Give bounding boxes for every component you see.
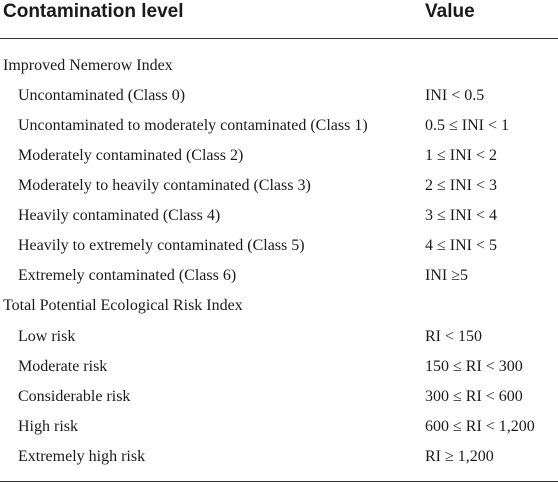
row-value: RI < 150: [425, 328, 483, 345]
section-row-improved-nemerow-index: Improved Nemerow Index: [0, 51, 558, 81]
header-contamination-level: Contamination level: [3, 1, 184, 22]
header-divider: [0, 38, 558, 39]
row-label: Heavily contaminated (Class 4): [18, 207, 221, 224]
row-value: 1 ≤ INI < 2: [425, 147, 498, 164]
table-bottom-rule: [0, 481, 558, 482]
table-row: Low risk RI < 150: [0, 322, 558, 352]
row-label: Low risk: [18, 328, 76, 345]
row-label: High risk: [18, 418, 78, 435]
table-row: Considerable risk 300 ≤ RI < 600: [0, 382, 558, 412]
row-label: Extremely high risk: [18, 448, 146, 465]
table-row: Extremely contaminated (Class 6) INI ≥5: [0, 261, 558, 291]
row-value: 300 ≤ RI < 600: [425, 388, 523, 405]
table-row: Moderately to heavily contaminated (Clas…: [0, 171, 558, 201]
table-row: Uncontaminated to moderately contaminate…: [0, 111, 558, 141]
table-row: High risk 600 ≤ RI < 1,200: [0, 412, 558, 442]
row-label: Moderately to heavily contaminated (Clas…: [18, 177, 311, 194]
table-row: Moderately contaminated (Class 2) 1 ≤ IN…: [0, 141, 558, 171]
table-header: Contamination level Value: [0, 0, 558, 38]
table-row: Heavily contaminated (Class 4) 3 ≤ INI <…: [0, 201, 558, 231]
row-label: Considerable risk: [18, 388, 131, 405]
row-label: Uncontaminated to moderately contaminate…: [18, 117, 368, 134]
row-value: 600 ≤ RI < 1,200: [425, 418, 535, 435]
row-value: 150 ≤ RI < 300: [425, 358, 523, 375]
row-label: Heavily to extremely contaminated (Class…: [18, 237, 305, 254]
table-row: Uncontaminated (Class 0) INI < 0.5: [0, 81, 558, 111]
header-value: Value: [425, 1, 475, 22]
row-value: INI < 0.5: [425, 87, 485, 104]
row-value: 4 ≤ INI < 5: [425, 237, 498, 254]
row-label: Extremely contaminated (Class 6): [18, 267, 237, 284]
section-title: Total Potential Ecological Risk Index: [3, 297, 243, 314]
row-value: 2 ≤ INI < 3: [425, 177, 498, 194]
section-row-total-potential-ecological-risk-index: Total Potential Ecological Risk Index: [0, 291, 558, 321]
row-value: 3 ≤ INI < 4: [425, 207, 498, 224]
row-label: Moderate risk: [18, 358, 108, 375]
table-row: Moderate risk 150 ≤ RI < 300: [0, 352, 558, 382]
row-label: Moderately contaminated (Class 2): [18, 147, 244, 164]
table-row: Extremely high risk RI ≥ 1,200: [0, 442, 558, 472]
table-row: Heavily to extremely contaminated (Class…: [0, 231, 558, 261]
section-title: Improved Nemerow Index: [3, 57, 173, 74]
row-value: RI ≥ 1,200: [425, 448, 494, 465]
row-value: INI ≥5: [425, 267, 468, 284]
row-label: Uncontaminated (Class 0): [18, 87, 186, 104]
row-value: 0.5 ≤ INI < 1: [425, 117, 510, 134]
